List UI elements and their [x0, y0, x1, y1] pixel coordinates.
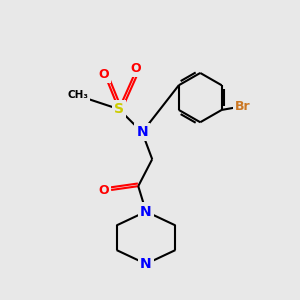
Text: CH₃: CH₃ — [67, 90, 88, 100]
Text: N: N — [140, 205, 152, 219]
Text: O: O — [98, 184, 109, 196]
Text: N: N — [140, 257, 152, 271]
Text: O: O — [130, 62, 141, 75]
Text: O: O — [98, 68, 109, 81]
Text: Br: Br — [235, 100, 250, 112]
Text: N: N — [136, 125, 148, 139]
Text: S: S — [114, 102, 124, 116]
